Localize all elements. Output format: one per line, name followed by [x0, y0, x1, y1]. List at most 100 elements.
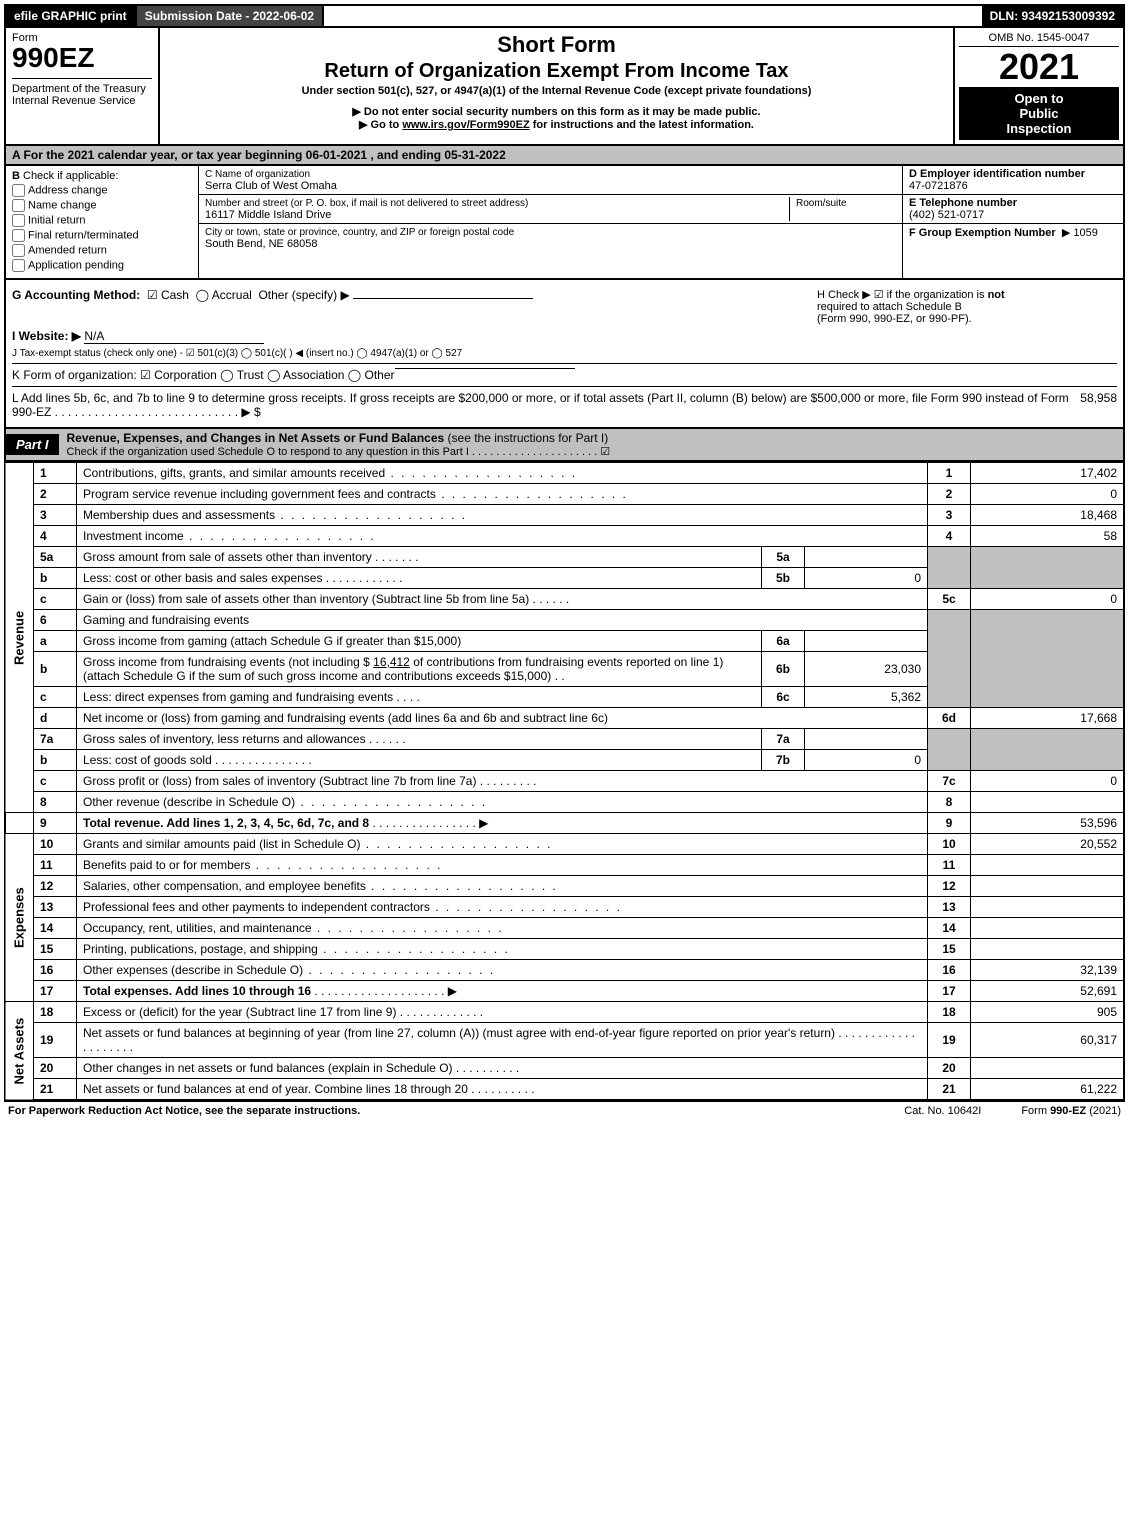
- chk-initial-return[interactable]: Initial return: [12, 214, 192, 227]
- line-6a-no: a: [34, 631, 77, 652]
- efile-print[interactable]: efile GRAPHIC print: [6, 6, 137, 26]
- box-b-options: Address change Name change Initial retur…: [12, 184, 192, 272]
- line-2-fval: 0: [971, 484, 1125, 505]
- line-19-no: 19: [34, 1023, 77, 1058]
- g-accrual[interactable]: Accrual: [212, 288, 252, 302]
- line-15-no: 15: [34, 939, 77, 960]
- line-5c-no: c: [34, 589, 77, 610]
- line-1-fval: 17,402: [971, 463, 1125, 484]
- line-12-fno: 12: [928, 876, 971, 897]
- g-cash[interactable]: Cash: [161, 288, 189, 302]
- phone-label: E Telephone number: [909, 197, 1017, 209]
- line-16-no: 16: [34, 960, 77, 981]
- line-6c-mno: 6c: [762, 687, 805, 708]
- line-17-no: 17: [34, 981, 77, 1002]
- line-5a-desc: Gross amount from sale of assets other t…: [83, 550, 372, 564]
- chk-name-change[interactable]: Name change: [12, 199, 192, 212]
- line-14-no: 14: [34, 918, 77, 939]
- line-19-fno: 19: [928, 1023, 971, 1058]
- ein-value: 47-0721876: [909, 180, 968, 192]
- line-12-fval: [971, 876, 1125, 897]
- room-label: Room/suite: [796, 198, 847, 209]
- h-not: not: [988, 289, 1005, 301]
- line-16-fval: 32,139: [971, 960, 1125, 981]
- line-7a-mno: 7a: [762, 729, 805, 750]
- line-6b-inline: 16,412: [373, 655, 410, 669]
- line-7c-no: c: [34, 771, 77, 792]
- part-1-check[interactable]: ☑: [600, 446, 610, 458]
- tax-year: 2021: [959, 49, 1119, 85]
- chk-amended-return[interactable]: Amended return: [12, 244, 192, 257]
- line-10-fno: 10: [928, 834, 971, 855]
- line-9-no: 9: [34, 813, 77, 834]
- line-9-arrow: ▶: [479, 816, 488, 830]
- line-15-fno: 15: [928, 939, 971, 960]
- h-line-2: required to attach Schedule B: [817, 301, 962, 313]
- page-footer: For Paperwork Reduction Act Notice, see …: [4, 1101, 1125, 1120]
- line-18-fval: 905: [971, 1002, 1125, 1023]
- line-7b-desc: Less: cost of goods sold: [83, 753, 212, 767]
- line-6d-fval: 17,668: [971, 708, 1125, 729]
- return-title: Return of Organization Exempt From Incom…: [168, 60, 945, 83]
- open-to-public: Open to Public Inspection: [959, 87, 1119, 140]
- line-5b-mval: 0: [805, 568, 928, 589]
- chk-final-return[interactable]: Final return/terminated: [12, 229, 192, 242]
- line-21-fval: 61,222: [971, 1079, 1125, 1101]
- row-k: K Form of organization: ☑ Corporation ◯ …: [12, 368, 395, 382]
- line-3-fval: 18,468: [971, 505, 1125, 526]
- line-10-no: 10: [34, 834, 77, 855]
- line-12-no: 12: [34, 876, 77, 897]
- line-11-fno: 11: [928, 855, 971, 876]
- chk-application-pending[interactable]: Application pending: [12, 259, 192, 272]
- omb-number: OMB No. 1545-0047: [959, 32, 1119, 47]
- row-j: J Tax-exempt status (check only one) - ☑…: [12, 348, 462, 359]
- line-6b-no: b: [34, 652, 77, 687]
- line-6b-mno: 6b: [762, 652, 805, 687]
- header-center: Short Form Return of Organization Exempt…: [160, 28, 953, 144]
- part-1-title-text: Revenue, Expenses, and Changes in Net As…: [67, 431, 445, 445]
- irs-link[interactable]: www.irs.gov/Form990EZ: [402, 119, 529, 131]
- line-7b-mval: 0: [805, 750, 928, 771]
- i-label: I Website: ▶: [12, 329, 81, 343]
- ein-label: D Employer identification number: [909, 168, 1085, 180]
- info-block: B Check if applicable: Address change Na…: [4, 166, 1125, 280]
- side-expenses: Expenses: [5, 834, 34, 1002]
- line-1-desc: Contributions, gifts, grants, and simila…: [83, 466, 385, 480]
- box-b-letter: B: [12, 170, 23, 182]
- footer-right-bold: 990-EZ: [1050, 1105, 1086, 1117]
- line-14-fval: [971, 918, 1125, 939]
- gray-cell-6v: [971, 610, 1125, 708]
- line-1-no: 1: [34, 463, 77, 484]
- line-7a-desc: Gross sales of inventory, less returns a…: [83, 732, 366, 746]
- gray-cell-5v: [971, 547, 1125, 589]
- misc-block: G Accounting Method: ☑ Cash ◯ Accrual Ot…: [4, 280, 1125, 429]
- line-16-desc: Other expenses (describe in Schedule O): [83, 963, 303, 977]
- line-2-no: 2: [34, 484, 77, 505]
- line-4-desc: Investment income: [83, 529, 184, 543]
- footer-right: Form 990-EZ (2021): [1021, 1105, 1121, 1117]
- line-6a-desc: Gross income from gaming (attach Schedul…: [83, 634, 461, 648]
- line-19-fval: 60,317: [971, 1023, 1125, 1058]
- line-5c-desc: Gain or (loss) from sale of assets other…: [83, 592, 529, 606]
- line-13-no: 13: [34, 897, 77, 918]
- addr-label: Number and street (or P. O. box, if mail…: [205, 198, 528, 209]
- line-11-desc: Benefits paid to or for members: [83, 858, 250, 872]
- line-5c-fval: 0: [971, 589, 1125, 610]
- line-6-no: 6: [34, 610, 77, 631]
- line-9-desc: Total revenue. Add lines 1, 2, 3, 4, 5c,…: [83, 816, 369, 830]
- line-21-fno: 21: [928, 1079, 971, 1101]
- line-7b-mno: 7b: [762, 750, 805, 771]
- line-2-fno: 2: [928, 484, 971, 505]
- line-4-no: 4: [34, 526, 77, 547]
- box-b-sub: Check if applicable:: [23, 170, 118, 182]
- row-g: G Accounting Method: ☑ Cash ◯ Accrual Ot…: [12, 288, 533, 302]
- short-form-title: Short Form: [168, 32, 945, 58]
- line-6d-no: d: [34, 708, 77, 729]
- part-1-title-paren: (see the instructions for Part I): [444, 431, 608, 445]
- line-8-fval: [971, 792, 1125, 813]
- g-other[interactable]: Other (specify) ▶: [258, 288, 349, 302]
- chk-address-change[interactable]: Address change: [12, 184, 192, 197]
- line-20-fno: 20: [928, 1058, 971, 1079]
- line-5a-no: 5a: [34, 547, 77, 568]
- website-value: N/A: [84, 329, 264, 344]
